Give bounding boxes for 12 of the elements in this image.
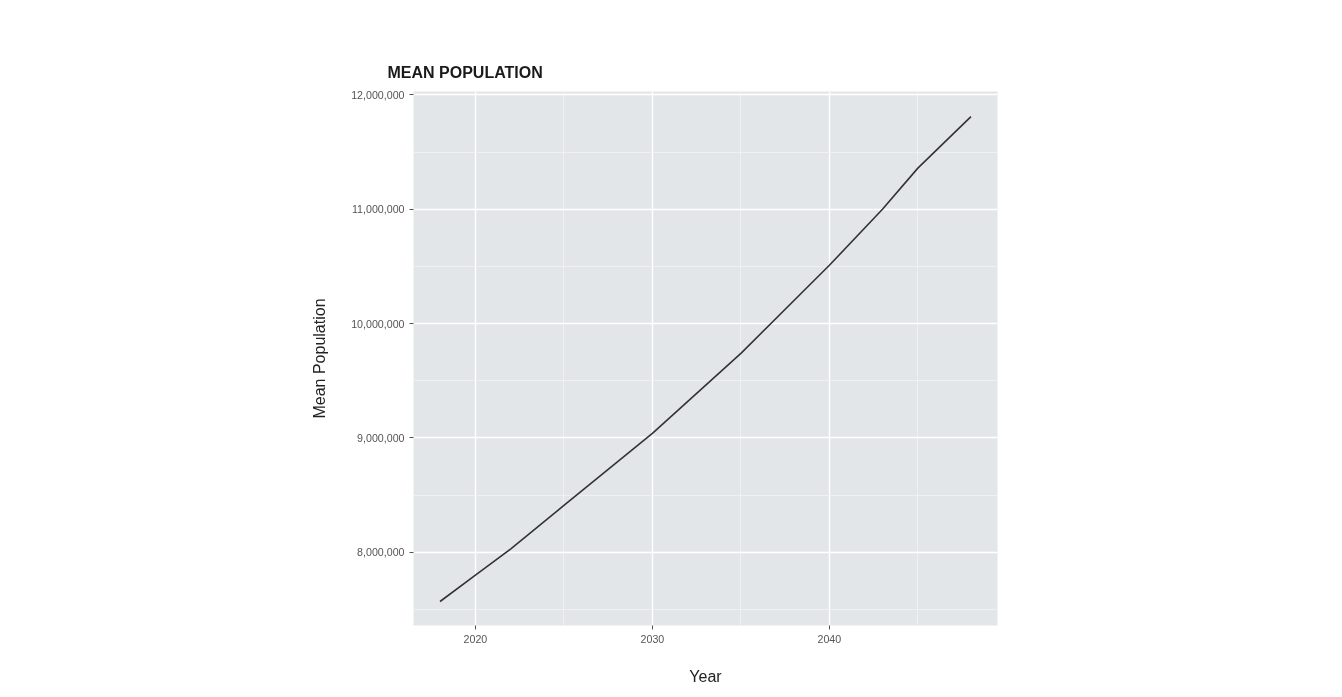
chart-title: MEAN POPULATION (387, 63, 543, 81)
y-tick-label: 9,000,000 (357, 431, 405, 444)
y-tick-label: 8,000,000 (357, 546, 405, 559)
y-tick-label: 11,000,000 (351, 203, 405, 216)
y-tick-label: 12,000,000 (351, 88, 405, 101)
y-tick-label: 10,000,000 (351, 317, 405, 330)
line-series (439, 115, 972, 603)
x-tick-label: 2020 (463, 632, 488, 645)
y-axis-title: Mean Population (311, 298, 329, 419)
x-tick-label: 2040 (817, 632, 842, 645)
x-axis-title: Year (689, 667, 723, 685)
x-tick-label: 2030 (640, 632, 665, 645)
